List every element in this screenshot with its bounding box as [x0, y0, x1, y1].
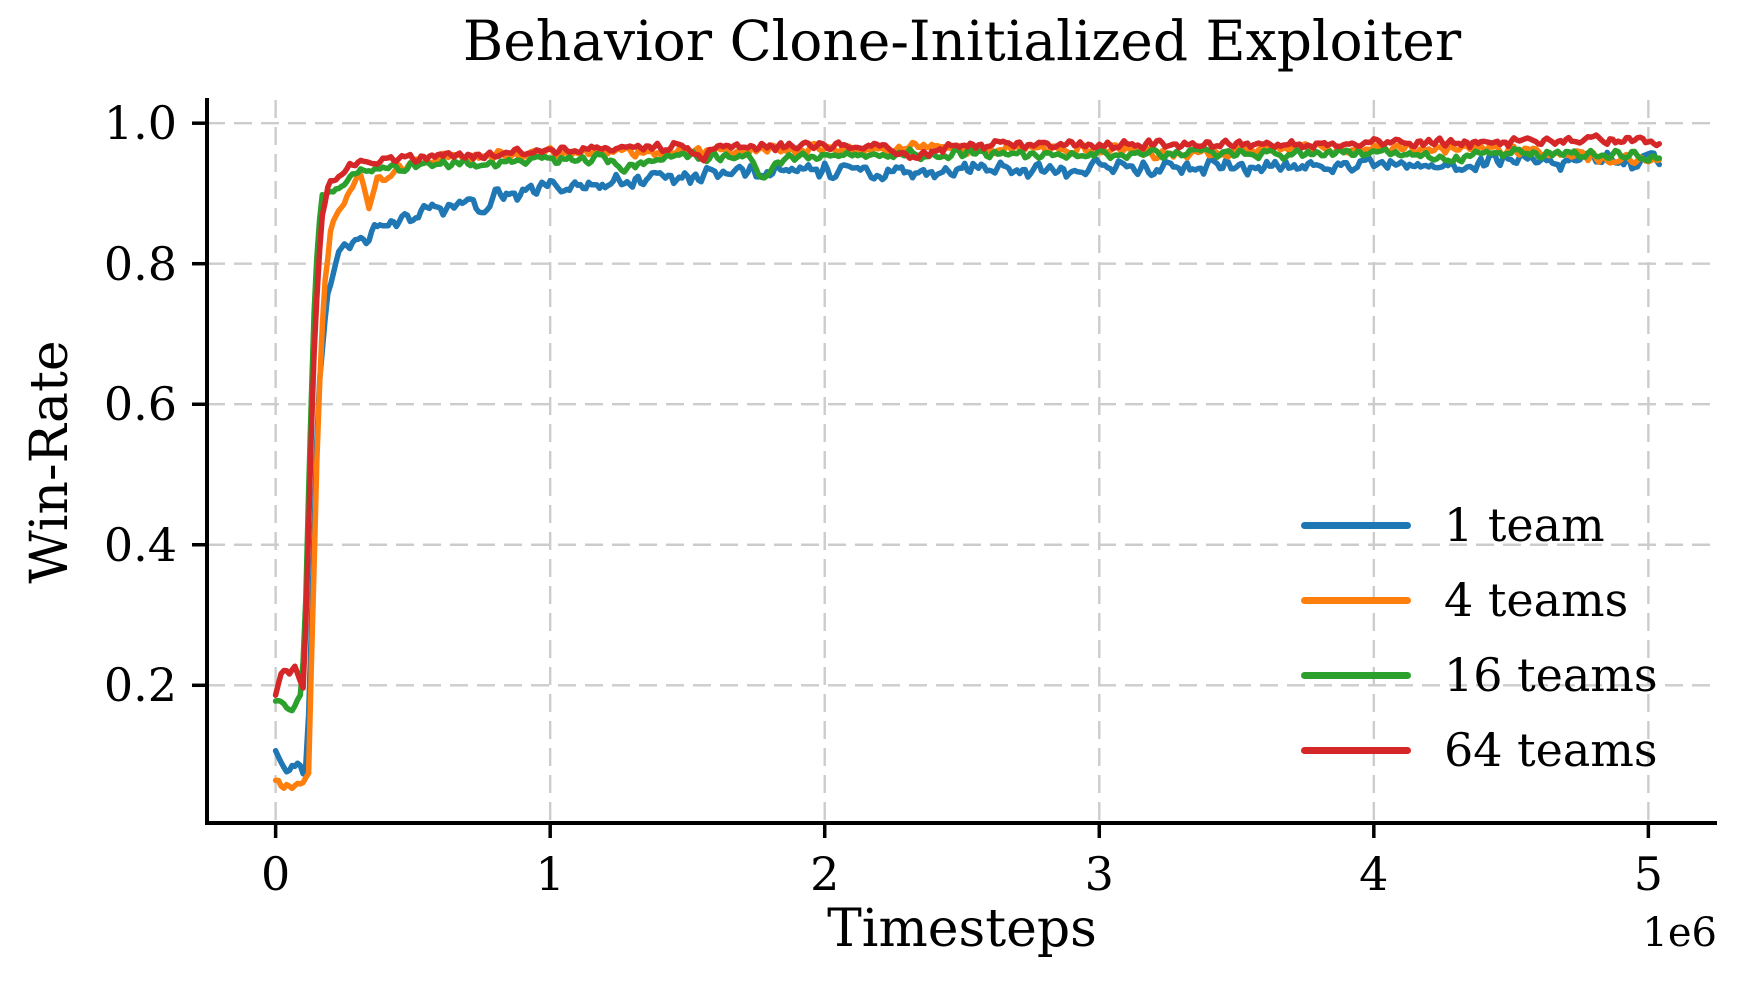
legend-item-1-team: 1 team [1301, 497, 1605, 553]
x-tick-label-3: 3 [1084, 847, 1114, 901]
x-tick-label-0: 0 [260, 847, 291, 901]
legend-item-4-teams: 4 teams [1301, 572, 1628, 628]
legend-label: 4 teams [1444, 573, 1629, 627]
legend-label: 1 team [1444, 498, 1605, 552]
x-tick-label-1: 1 [535, 847, 565, 901]
x-tick-label-4: 4 [1359, 847, 1389, 901]
x-axis-offset-label: 1e6 [1642, 910, 1717, 956]
y-tick-label-0.8: 0.8 [103, 236, 177, 291]
legend-line-swatch-red [1301, 746, 1411, 754]
legend-label: 16 teams [1444, 648, 1658, 702]
chart-title: Behavior Clone-Initialized Exploiter [462, 9, 1462, 73]
legend-item-64-teams: 64 teams [1301, 722, 1658, 778]
legend-line-swatch-blue [1301, 521, 1411, 529]
legend-item-16-teams: 16 teams [1301, 647, 1658, 703]
y-tick-label-0.2: 0.2 [103, 658, 177, 713]
y-tick-label-0.6: 0.6 [103, 377, 177, 432]
x-tick-label-5: 5 [1633, 847, 1663, 901]
y-tick-label-1.0: 1.0 [103, 96, 177, 151]
legend-line-swatch-orange [1301, 596, 1411, 604]
legend-line-swatch-green [1301, 671, 1411, 679]
legend-label: 64 teams [1444, 723, 1658, 777]
x-tick-label-2: 2 [810, 847, 840, 901]
x-axis-label: Timesteps [827, 899, 1097, 959]
y-tick-label-0.4: 0.4 [103, 517, 177, 572]
